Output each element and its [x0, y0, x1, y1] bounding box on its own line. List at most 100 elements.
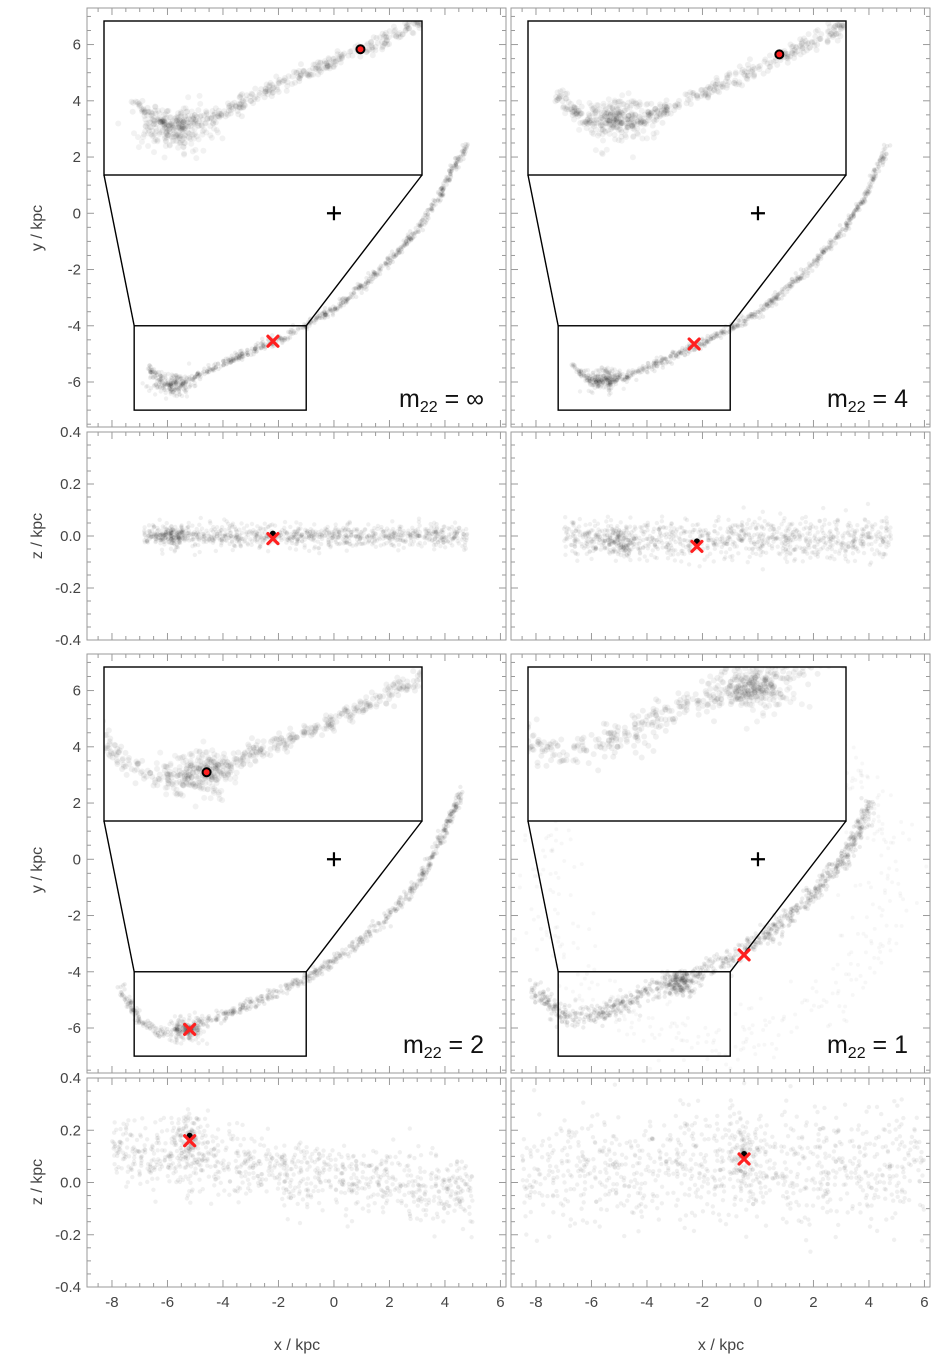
clump-particle	[160, 383, 165, 388]
inset-clump-particle	[148, 131, 155, 138]
stream-particle	[583, 522, 588, 528]
clump-particle	[159, 373, 165, 379]
clump-particle	[178, 384, 184, 389]
stream-particle	[430, 208, 435, 214]
stream-particle	[396, 247, 401, 253]
stream-particle	[163, 535, 169, 540]
stream-particle	[411, 530, 416, 536]
stream-particle	[239, 354, 244, 360]
stream-particle	[253, 349, 259, 354]
inset-particle	[137, 102, 144, 109]
clump-particle	[173, 379, 179, 385]
stream-particle	[254, 534, 259, 539]
stream-particle	[783, 284, 788, 290]
inset-particle	[227, 110, 234, 117]
stream-particle	[712, 335, 717, 340]
clump-particle	[179, 526, 185, 531]
stream-particle	[439, 188, 445, 194]
mass-label: m22 = 4	[827, 385, 908, 416]
inset-clump-particle	[633, 103, 640, 110]
inset-clump-particle	[175, 118, 182, 125]
stream-particle	[383, 533, 388, 538]
stream-particle	[322, 309, 327, 315]
stream-particle	[434, 522, 439, 527]
clump-particle	[183, 390, 189, 395]
stream-particle	[193, 532, 198, 537]
clump-particle	[163, 396, 169, 401]
stream-particle	[854, 208, 859, 213]
stream-particle	[439, 191, 444, 196]
stream-particle	[438, 186, 444, 191]
inset-particle	[239, 97, 246, 104]
inset-clump-particle	[178, 139, 185, 146]
stream-particle	[370, 271, 376, 277]
inset-particle	[308, 71, 315, 78]
stream-particle	[358, 283, 364, 288]
stream-particle	[429, 538, 435, 543]
stream-particle	[446, 532, 452, 537]
stream-particle	[355, 534, 361, 539]
clump-particle	[170, 537, 176, 543]
stream-particle	[223, 538, 228, 543]
inset-particle	[339, 52, 346, 59]
stream-particle	[573, 366, 578, 371]
stream-particle	[254, 531, 260, 537]
stream-particle	[645, 366, 650, 371]
clump-particle	[169, 381, 175, 386]
stream-particle	[179, 529, 185, 534]
stream-particle	[850, 551, 856, 556]
stream-particle	[423, 528, 428, 534]
stream-particle	[419, 217, 425, 223]
stream-particle	[356, 532, 361, 537]
stream-particle	[458, 154, 463, 159]
inset-particle	[349, 52, 356, 59]
stream-particle	[432, 198, 438, 204]
stream-particle	[436, 531, 441, 537]
clump-particle	[172, 393, 177, 398]
inset-particle	[155, 115, 162, 122]
stream-particle	[354, 541, 360, 546]
stream-particle	[459, 537, 465, 542]
inset-particle	[376, 34, 383, 41]
stream-particle	[399, 247, 404, 252]
stream-particle	[870, 177, 876, 182]
stream-particle	[718, 328, 724, 334]
stream-particle	[669, 361, 675, 366]
stream-particle	[354, 542, 359, 548]
stream-particle	[202, 533, 207, 538]
stream-particle	[425, 531, 431, 536]
stream-particle	[363, 527, 368, 532]
stream-particle	[154, 528, 160, 534]
inset-particle	[406, 21, 413, 25]
stream-particle	[871, 169, 876, 174]
inset-particle	[309, 65, 316, 72]
stream-particle	[457, 528, 462, 534]
stream-particle	[663, 361, 669, 366]
stream-particle	[278, 336, 283, 341]
stream-particle	[339, 527, 344, 533]
inset-particle	[180, 119, 187, 126]
clump-particle	[176, 533, 181, 538]
clump-particle	[162, 387, 167, 392]
stream-particle	[213, 365, 218, 371]
inset-particle	[218, 112, 225, 119]
stream-particle	[215, 533, 220, 538]
inset-particle	[163, 121, 170, 128]
stream-particle	[433, 530, 438, 535]
clump-particle	[164, 529, 169, 535]
stream-particle	[862, 517, 867, 522]
stream-particle	[327, 533, 333, 538]
stream-particle	[403, 539, 409, 544]
stream-particle	[215, 361, 221, 367]
stream-particle	[337, 303, 343, 309]
inset-particle	[247, 97, 254, 104]
stream-particle	[747, 313, 752, 319]
inset-clump-particle	[194, 120, 201, 127]
inset-clump-particle	[149, 132, 156, 139]
inset-particle	[196, 118, 203, 125]
stream-particle	[234, 532, 240, 538]
inset-particle	[179, 124, 186, 131]
stream-particle	[343, 535, 349, 540]
stream-particle	[150, 367, 155, 372]
stream-particle	[245, 350, 250, 356]
